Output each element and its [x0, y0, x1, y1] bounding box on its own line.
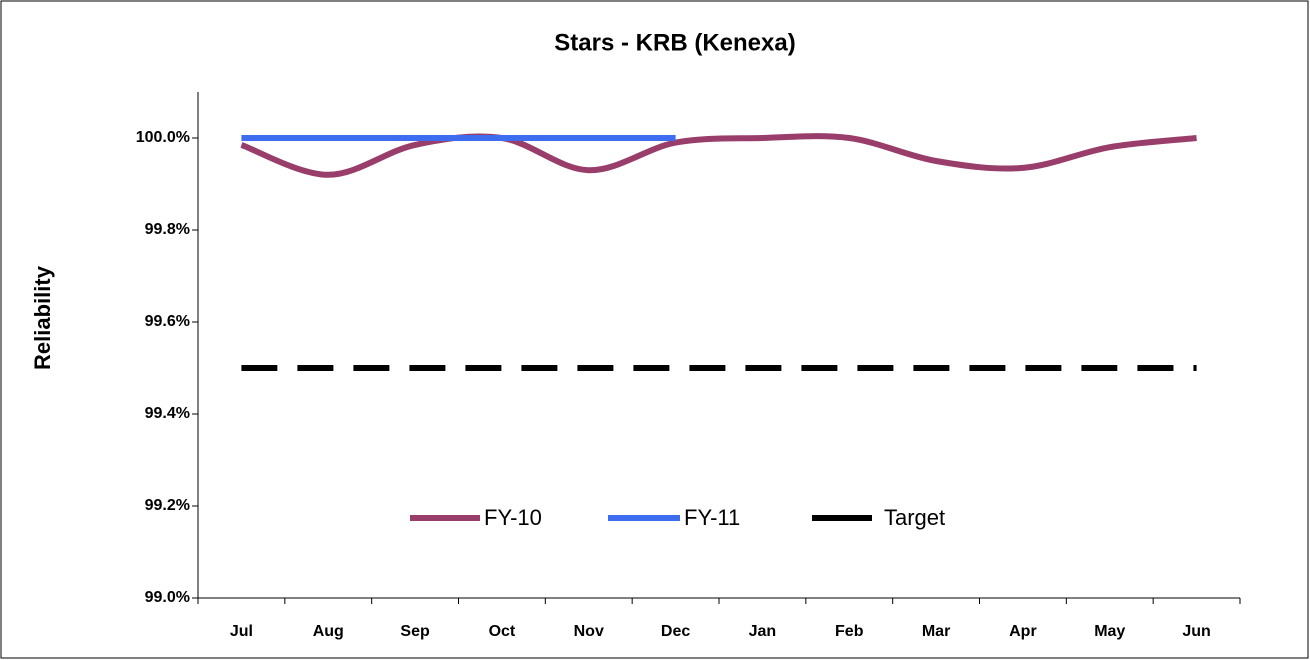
chart-title: Stars - KRB (Kenexa)	[554, 29, 795, 56]
y-tick-label: 99.0%	[145, 589, 190, 606]
legend-label: FY-11	[684, 505, 740, 530]
series-line	[240, 133, 1197, 178]
y-axis-label: Reliability	[30, 265, 55, 370]
x-tick-label: Jan	[749, 623, 777, 640]
x-tick-label: Jun	[1182, 623, 1210, 640]
x-tick-label: Jul	[230, 623, 253, 640]
x-tick-label: Aug	[313, 623, 344, 640]
x-tick-label: Apr	[1009, 623, 1037, 640]
legend-label: Target	[884, 505, 945, 530]
x-tick-label: Oct	[489, 623, 516, 640]
y-tick-label: 99.6%	[145, 313, 190, 330]
legend-label: FY-10	[484, 505, 542, 530]
x-tick-label: Nov	[574, 623, 604, 640]
x-tick-label: Feb	[835, 623, 864, 640]
x-tick-label: Dec	[661, 623, 690, 640]
x-tick-label: Sep	[400, 623, 430, 640]
y-tick-label: 100.0%	[136, 129, 190, 146]
x-tick-label: May	[1094, 623, 1125, 640]
y-tick-label: 99.8%	[145, 221, 190, 238]
x-tick-label: Mar	[922, 623, 950, 640]
y-tick-label: 99.2%	[145, 497, 190, 514]
y-tick-label: 99.4%	[145, 405, 190, 422]
